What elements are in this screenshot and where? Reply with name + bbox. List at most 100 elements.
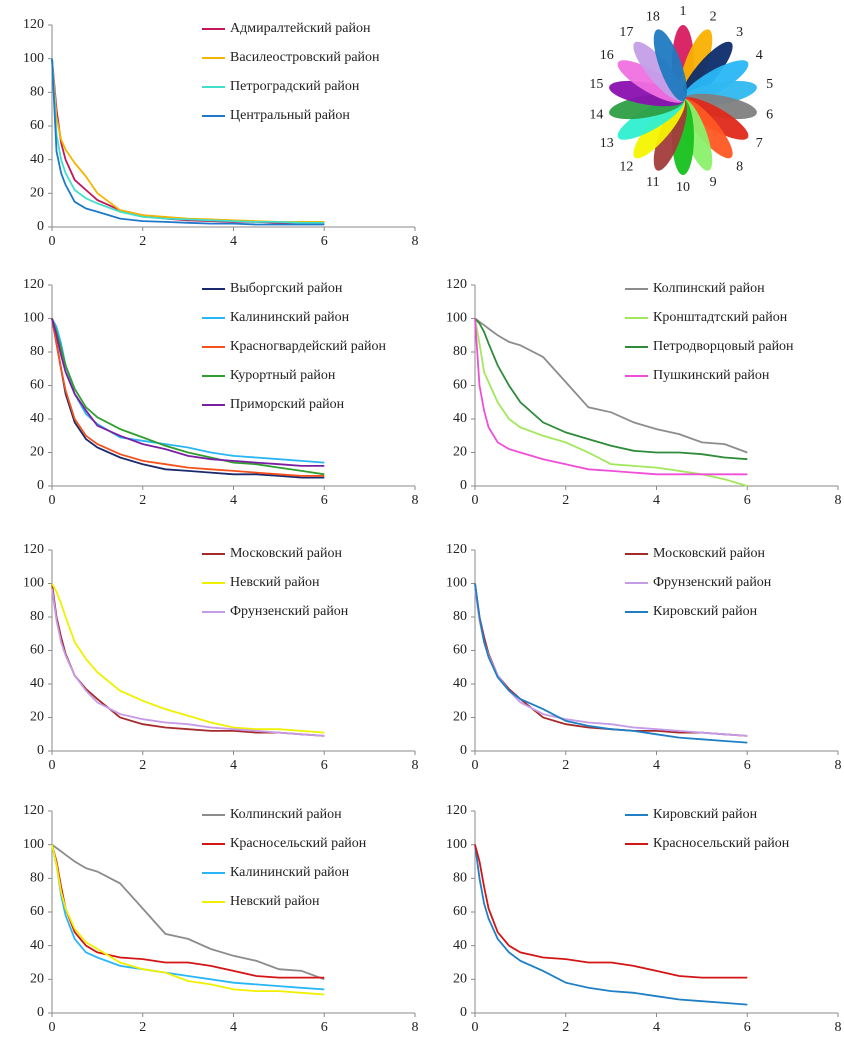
x-tick-label: 4 bbox=[653, 758, 660, 773]
series-line bbox=[474, 318, 748, 487]
series-line bbox=[474, 317, 748, 461]
legend-label: Выборгский район bbox=[230, 281, 343, 296]
y-tick-label: 80 bbox=[453, 871, 467, 886]
series-line bbox=[474, 317, 748, 454]
petal-label: 9 bbox=[710, 175, 717, 190]
y-tick-label: 0 bbox=[460, 1005, 467, 1020]
x-tick-label: 0 bbox=[49, 234, 56, 249]
y-tick-label: 120 bbox=[23, 17, 44, 32]
y-tick-label: 60 bbox=[30, 378, 44, 393]
petal-label: 7 bbox=[756, 136, 763, 151]
legend-label: Василеостровский район bbox=[230, 50, 380, 65]
chart-panel: 0 20 40 60 80 100 120 0 2 4 6 8 Московский район Невс… bbox=[23, 542, 419, 773]
petal-label: 6 bbox=[766, 107, 773, 122]
x-tick-label: 2 bbox=[562, 1020, 569, 1035]
y-tick-label: 40 bbox=[30, 152, 44, 167]
x-tick-label: 2 bbox=[139, 493, 146, 508]
y-tick-label: 100 bbox=[23, 311, 44, 326]
legend-label: Курортный район bbox=[230, 368, 336, 383]
series-line bbox=[51, 318, 325, 476]
y-tick-label: 80 bbox=[30, 344, 44, 359]
y-tick-label: 80 bbox=[30, 609, 44, 624]
x-tick-label: 0 bbox=[472, 1020, 479, 1035]
chart-panel: 0 20 40 60 80 100 120 0 2 4 6 8 Колпинский район Крас… bbox=[23, 803, 419, 1035]
y-tick-label: 60 bbox=[453, 378, 467, 393]
legend-label: Красносельский район bbox=[653, 836, 790, 851]
x-tick-label: 8 bbox=[835, 1020, 842, 1035]
x-tick-label: 4 bbox=[230, 1020, 237, 1035]
legend-label: Колпинский район bbox=[653, 281, 765, 296]
x-tick-label: 6 bbox=[744, 493, 751, 508]
legend-label: Московский район bbox=[653, 546, 765, 561]
x-tick-label: 2 bbox=[139, 1020, 146, 1035]
legend-label: Калининский район bbox=[230, 310, 350, 325]
x-tick-label: 4 bbox=[653, 493, 660, 508]
y-tick-label: 0 bbox=[37, 219, 44, 234]
series-line bbox=[51, 318, 325, 477]
petal-label: 15 bbox=[589, 77, 603, 92]
y-tick-label: 100 bbox=[23, 51, 44, 66]
chart-panel: 0 20 40 60 80 100 120 0 2 4 6 8 Кировский район Красн… bbox=[446, 803, 842, 1035]
legend-label: Пушкинский район bbox=[653, 368, 770, 383]
petal-label: 4 bbox=[756, 48, 763, 63]
y-tick-label: 40 bbox=[30, 411, 44, 426]
y-tick-label: 80 bbox=[453, 609, 467, 624]
x-tick-label: 6 bbox=[321, 234, 328, 249]
series-line bbox=[474, 844, 748, 1006]
y-tick-label: 100 bbox=[446, 311, 467, 326]
series-line bbox=[474, 583, 748, 744]
legend-label: Петроградский район bbox=[230, 79, 360, 94]
x-tick-label: 6 bbox=[321, 493, 328, 508]
legend-label: Красносельский район bbox=[230, 836, 367, 851]
y-tick-label: 0 bbox=[37, 1005, 44, 1020]
legend-label: Красногвардейский район bbox=[230, 339, 386, 354]
y-tick-label: 100 bbox=[446, 837, 467, 852]
petal-label: 12 bbox=[619, 160, 633, 175]
chart-panel: 0 20 40 60 80 100 120 0 2 4 6 8 Выборгский район Кали… bbox=[23, 277, 419, 508]
x-tick-label: 2 bbox=[139, 234, 146, 249]
y-tick-label: 20 bbox=[453, 710, 467, 725]
series-line bbox=[51, 583, 325, 734]
legend-label: Кировский район bbox=[653, 807, 758, 822]
x-tick-label: 0 bbox=[49, 758, 56, 773]
y-tick-label: 40 bbox=[453, 676, 467, 691]
y-tick-label: 120 bbox=[23, 542, 44, 557]
petal-label: 14 bbox=[589, 107, 603, 122]
legend-label: Кировский район bbox=[653, 604, 758, 619]
y-tick-label: 60 bbox=[30, 643, 44, 658]
series-line bbox=[51, 843, 325, 981]
chart-panel: 0 20 40 60 80 100 120 0 2 4 6 8 Колпинский район Крон… bbox=[446, 277, 842, 508]
series-line bbox=[51, 58, 325, 226]
legend-label: Московский район bbox=[230, 546, 342, 561]
series-line bbox=[474, 844, 748, 979]
y-tick-label: 20 bbox=[30, 972, 44, 987]
legend-label: Кронштадтский район bbox=[653, 310, 788, 325]
chart-panel: 0 20 40 60 80 100 120 0 2 4 6 8 Московский район Фрун… bbox=[446, 542, 842, 773]
x-tick-label: 8 bbox=[412, 758, 419, 773]
y-tick-label: 120 bbox=[446, 542, 467, 557]
y-tick-label: 60 bbox=[30, 118, 44, 133]
y-tick-label: 60 bbox=[453, 643, 467, 658]
x-tick-label: 0 bbox=[49, 1020, 56, 1035]
y-tick-label: 60 bbox=[453, 904, 467, 919]
legend-label: Приморский район bbox=[230, 397, 345, 412]
y-tick-label: 40 bbox=[30, 676, 44, 691]
series-line bbox=[51, 844, 325, 996]
petal-label: 11 bbox=[646, 175, 659, 190]
y-tick-label: 80 bbox=[30, 871, 44, 886]
petal bbox=[653, 29, 687, 102]
y-tick-label: 100 bbox=[23, 837, 44, 852]
y-tick-label: 20 bbox=[30, 445, 44, 460]
petal-label: 18 bbox=[646, 10, 660, 25]
y-tick-label: 0 bbox=[460, 478, 467, 493]
legend-label: Петродворцовый район bbox=[653, 339, 794, 354]
legend-label: Невский район bbox=[230, 575, 320, 590]
x-tick-label: 8 bbox=[412, 493, 419, 508]
petal-label: 13 bbox=[600, 136, 614, 151]
x-tick-label: 4 bbox=[230, 493, 237, 508]
y-tick-label: 120 bbox=[23, 803, 44, 818]
petal-label: 3 bbox=[736, 25, 743, 40]
x-tick-label: 6 bbox=[321, 758, 328, 773]
x-tick-label: 8 bbox=[835, 758, 842, 773]
